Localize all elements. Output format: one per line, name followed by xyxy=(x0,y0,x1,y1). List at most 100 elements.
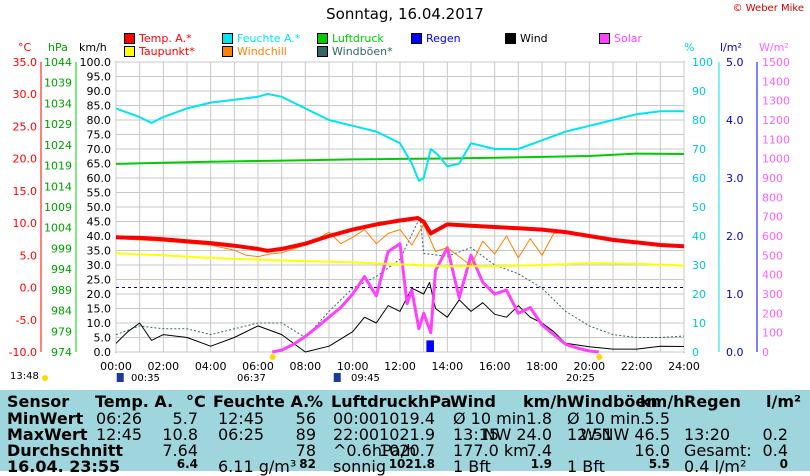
table-cell-wind-v: NW 24.0 xyxy=(483,425,553,444)
windchill-line xyxy=(115,223,685,267)
table-cell-wind-t: 177.0 km xyxy=(453,441,529,460)
copyright-text[interactable]: © Weber Mike xyxy=(732,3,804,14)
legend-swatch xyxy=(222,46,233,57)
wind-tick-label: 0.0 xyxy=(94,346,112,359)
wind-tick-label: 5.0 xyxy=(94,332,112,345)
table-cell-temp-t: 06:26 xyxy=(96,409,143,428)
table-cell-temp-v: 10.8 xyxy=(162,425,198,444)
legend-swatch xyxy=(411,33,422,44)
table-cell-rain-t: 13:20 xyxy=(684,425,731,444)
hum-tick-label: 50 xyxy=(692,201,706,214)
press-axis-unit: hPa xyxy=(48,41,68,54)
temp-tick-label: 20.0 xyxy=(13,153,38,166)
sun-marker xyxy=(596,354,603,360)
press-tick-label: 994 xyxy=(51,263,72,276)
temp-tick-label: 0.0 xyxy=(20,282,38,295)
solar-tick-label: 1500 xyxy=(762,56,790,69)
hdr-gust-unit: km/h xyxy=(640,392,685,411)
solar-tick-label: 1200 xyxy=(762,114,790,127)
press-tick-label: 1024 xyxy=(44,139,72,152)
press-tick-label: 984 xyxy=(51,305,72,318)
wind-tick-label: 15.0 xyxy=(87,303,112,316)
wind-line xyxy=(115,281,685,353)
legend-label: Feuchte A.* xyxy=(237,32,301,45)
wind-tick-label: 80.0 xyxy=(87,114,112,127)
table-cell-press-t: 22:00 xyxy=(333,425,380,444)
table-cell-gust-v: 5.5 xyxy=(644,409,670,428)
wind-tick-label: 10.0 xyxy=(87,317,112,330)
legend-item: Feuchte A.* xyxy=(222,32,300,45)
solar-tick-label: 100 xyxy=(762,327,783,340)
legend-label: Windchill xyxy=(237,45,287,58)
hdr-hum: Feuchte A. xyxy=(213,392,310,411)
legend-item: Windchill xyxy=(222,45,287,58)
luftdruck-line xyxy=(115,152,685,165)
temp-tick-label: 15.0 xyxy=(13,185,38,198)
legend-item: Regen xyxy=(411,32,461,45)
legend-swatch xyxy=(317,46,328,57)
temp-a-line xyxy=(115,216,685,253)
hum-tick-label: 10 xyxy=(692,317,706,330)
legend-item: Windböen* xyxy=(317,45,393,58)
press-tick-label: 979 xyxy=(51,325,72,338)
rain-tick-label: 3.0 xyxy=(726,172,744,185)
hum-tick-label: 80 xyxy=(692,114,706,127)
press-tick-label: 1019 xyxy=(44,160,72,173)
table-cell-press-t: sonnig xyxy=(333,457,387,476)
table-cell-press-v: 1021.9 xyxy=(379,425,435,444)
table-cell-hum-v: 82 xyxy=(299,457,316,471)
press-tick-label: 1009 xyxy=(44,201,72,214)
table-cell-temp-v: 5.7 xyxy=(172,409,198,428)
table-cell-wind-t: Ø 10 min. xyxy=(453,409,532,428)
moonset-time: 09:45 xyxy=(351,373,380,384)
table-cell-press-v: 1021.8 xyxy=(388,457,435,471)
legend-swatch xyxy=(599,33,610,44)
wind-tick-label: 45.0 xyxy=(87,216,112,229)
solar-tick-label: 900 xyxy=(762,172,783,185)
press-tick-label: 974 xyxy=(51,346,72,359)
hdr-rain-unit: l/m² xyxy=(766,392,802,411)
x-tick-label: 14:00 xyxy=(431,360,463,373)
table-cell-gust-v: 16.0 xyxy=(634,441,670,460)
x-tick-label: 12:00 xyxy=(384,360,416,373)
legend-label: Solar xyxy=(614,32,643,45)
legend-label: Windböen* xyxy=(332,45,393,58)
rain-bar xyxy=(426,340,431,352)
wind-tick-label: 70.0 xyxy=(87,143,112,156)
solar-tick-label: 1300 xyxy=(762,95,790,108)
legend-swatch xyxy=(124,33,135,44)
legend-label: Wind xyxy=(520,32,548,45)
rain-tick-label: 5.0 xyxy=(726,56,744,69)
hdr-press: Luftdruck xyxy=(331,392,419,411)
x-tick-label: 24:00 xyxy=(668,360,700,373)
legend-label: Taupunkt* xyxy=(139,45,195,58)
table-cell-rain-t: 0.4 l/m² xyxy=(684,457,747,476)
table-cell-hum-t: 06:25 xyxy=(218,425,265,444)
table-cell-press-v: 1019.4 xyxy=(379,409,435,428)
hdr-wind: Wind xyxy=(450,392,496,411)
rain-tick-label: 4.0 xyxy=(726,114,744,127)
day-start-time: 13:48 xyxy=(10,371,39,382)
solar-tick-label: 600 xyxy=(762,230,783,243)
wind-tick-label: 50.0 xyxy=(87,201,112,214)
table-cell-gust-t: 12:51 xyxy=(567,425,614,444)
chart-title: Sonntag, 16.04.2017 xyxy=(326,5,484,23)
x-tick-label: 00:00 xyxy=(100,360,132,373)
legend-item: Temp. A.* xyxy=(124,32,192,45)
x-tick-label: 22:00 xyxy=(621,360,653,373)
hdr-temp-unit: °C xyxy=(186,392,206,411)
solar-axis-unit: W/m² xyxy=(759,41,789,54)
table-cell-label: 16.04. 23:55 xyxy=(7,457,121,476)
wind-tick-label: 90.0 xyxy=(87,85,112,98)
feuchte-a-line xyxy=(115,92,684,182)
hdr-rain: Regen xyxy=(684,392,741,411)
day-start-marker xyxy=(42,375,48,381)
table-cell-wind-t: 1 Bft xyxy=(453,457,491,476)
legend-item: Solar xyxy=(599,32,642,45)
weather-plot: 35.030.025.020.015.010.05.00.0-5.0-10.01… xyxy=(9,56,790,382)
x-tick-label: 16:00 xyxy=(479,360,511,373)
hdr-sensor: Sensor xyxy=(7,392,70,411)
table-cell-rain-v: 0.4 xyxy=(762,441,788,460)
press-tick-label: 1044 xyxy=(44,56,72,69)
x-tick-label: 18:00 xyxy=(526,360,558,373)
